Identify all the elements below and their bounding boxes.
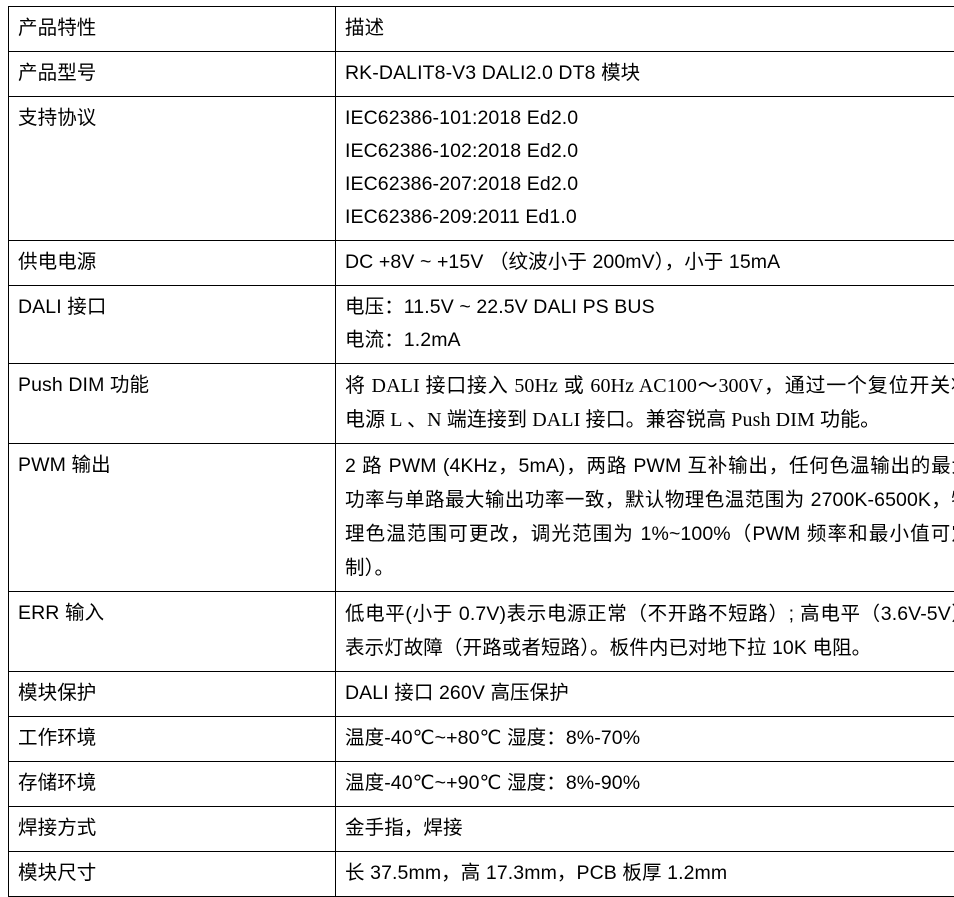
cell-feature-protocols: 支持协议 bbox=[9, 97, 336, 241]
cell-feature-model: 产品型号 bbox=[9, 52, 336, 97]
description-line: IEC62386-101:2018 Ed2.0 bbox=[345, 102, 954, 135]
cell-description-err-input: 低电平(小于 0.7V)表示电源正常（不开路不短路）; 高电平（3.6V-5V）… bbox=[336, 592, 954, 672]
cell-feature-push-dim: Push DIM 功能 bbox=[9, 364, 336, 444]
cell-feature-power-supply: 供电电源 bbox=[9, 241, 336, 286]
table-row: ERR 输入 低电平(小于 0.7V)表示电源正常（不开路不短路）; 高电平（3… bbox=[9, 592, 954, 672]
description-line: 长 37.5mm，高 17.3mm，PCB 板厚 1.2mm bbox=[345, 857, 954, 890]
feature-label: 焊接方式 bbox=[18, 812, 326, 845]
description-paragraph: 低电平(小于 0.7V)表示电源正常（不开路不短路）; 高电平（3.6V-5V）… bbox=[345, 597, 954, 665]
cell-description-model: RK-DALIT8-V3 DALI2.0 DT8 模块 bbox=[336, 52, 954, 97]
cell-description-storage-environment: 温度-40℃~+90℃ 湿度：8%-90% bbox=[336, 762, 954, 807]
cell-feature-module-protection: 模块保护 bbox=[9, 672, 336, 717]
cell-feature-storage-environment: 存储环境 bbox=[9, 762, 336, 807]
table-header-row: 产品特性 描述 bbox=[9, 7, 954, 52]
table-row: 产品型号 RK-DALIT8-V3 DALI2.0 DT8 模块 bbox=[9, 52, 954, 97]
feature-label: Push DIM 功能 bbox=[18, 369, 326, 402]
description-line: RK-DALIT8-V3 DALI2.0 DT8 模块 bbox=[345, 57, 954, 90]
table-row: 焊接方式 金手指，焊接 bbox=[9, 807, 954, 852]
feature-label: 支持协议 bbox=[18, 102, 326, 135]
description-line: IEC62386-102:2018 Ed2.0 bbox=[345, 135, 954, 168]
description-line: 金手指，焊接 bbox=[345, 812, 954, 845]
header-cell-feature: 产品特性 bbox=[9, 7, 336, 52]
description-line: DC +8V ~ +15V （纹波小于 200mV），小于 15mA bbox=[345, 246, 954, 279]
cell-description-module-protection: DALI 接口 260V 高压保护 bbox=[336, 672, 954, 717]
table-row: 模块保护 DALI 接口 260V 高压保护 bbox=[9, 672, 954, 717]
cell-feature-operating-environment: 工作环境 bbox=[9, 717, 336, 762]
cell-feature-dali-interface: DALI 接口 bbox=[9, 286, 336, 364]
document-page: 产品特性 描述 产品型号 RK-DALIT8-V3 DALI2.0 DT8 模块… bbox=[0, 0, 954, 861]
description-line: 温度-40℃~+80℃ 湿度：8%-70% bbox=[345, 722, 954, 755]
table-row: 存储环境 温度-40℃~+90℃ 湿度：8%-90% bbox=[9, 762, 954, 807]
table-row: 支持协议 IEC62386-101:2018 Ed2.0 IEC62386-10… bbox=[9, 97, 954, 241]
cell-description-push-dim: 将 DALI 接口接入 50Hz 或 60Hz AC100～300V，通过一个复… bbox=[336, 364, 954, 444]
cell-description-module-dimensions: 长 37.5mm，高 17.3mm，PCB 板厚 1.2mm bbox=[336, 852, 954, 897]
feature-label: PWM 输出 bbox=[18, 449, 326, 482]
feature-label: 供电电源 bbox=[18, 246, 326, 279]
table-row: 供电电源 DC +8V ~ +15V （纹波小于 200mV），小于 15mA bbox=[9, 241, 954, 286]
cell-description-operating-environment: 温度-40℃~+80℃ 湿度：8%-70% bbox=[336, 717, 954, 762]
feature-label: 工作环境 bbox=[18, 722, 326, 755]
description-line: IEC62386-207:2018 Ed2.0 bbox=[345, 168, 954, 201]
description-line: IEC62386-209:2011 Ed1.0 bbox=[345, 201, 954, 234]
table-row: 工作环境 温度-40℃~+80℃ 湿度：8%-70% bbox=[9, 717, 954, 762]
header-cell-description: 描述 bbox=[336, 7, 954, 52]
table-row: PWM 输出 2 路 PWM (4KHz，5mA)，两路 PWM 互补输出，任何… bbox=[9, 444, 954, 592]
description-line: 电压：11.5V ~ 22.5V DALI PS BUS bbox=[345, 291, 954, 324]
cell-feature-soldering-method: 焊接方式 bbox=[9, 807, 336, 852]
cell-description-pwm-output: 2 路 PWM (4KHz，5mA)，两路 PWM 互补输出，任何色温输出的最大… bbox=[336, 444, 954, 592]
feature-label: 模块尺寸 bbox=[18, 857, 326, 890]
description-paragraph: 2 路 PWM (4KHz，5mA)，两路 PWM 互补输出，任何色温输出的最大… bbox=[345, 449, 954, 585]
table-row: Push DIM 功能 将 DALI 接口接入 50Hz 或 60Hz AC10… bbox=[9, 364, 954, 444]
cell-feature-err-input: ERR 输入 bbox=[9, 592, 336, 672]
header-label-feature: 产品特性 bbox=[18, 12, 326, 45]
cell-description-power-supply: DC +8V ~ +15V （纹波小于 200mV），小于 15mA bbox=[336, 241, 954, 286]
description-line: DALI 接口 260V 高压保护 bbox=[345, 677, 954, 710]
table-row: 模块尺寸 长 37.5mm，高 17.3mm，PCB 板厚 1.2mm bbox=[9, 852, 954, 897]
feature-label: ERR 输入 bbox=[18, 597, 326, 630]
cell-feature-module-dimensions: 模块尺寸 bbox=[9, 852, 336, 897]
cell-description-dali-interface: 电压：11.5V ~ 22.5V DALI PS BUS 电流：1.2mA bbox=[336, 286, 954, 364]
feature-label: DALI 接口 bbox=[18, 291, 326, 324]
description-line: 温度-40℃~+90℃ 湿度：8%-90% bbox=[345, 767, 954, 800]
cell-feature-pwm-output: PWM 输出 bbox=[9, 444, 336, 592]
table-row: DALI 接口 电压：11.5V ~ 22.5V DALI PS BUS 电流：… bbox=[9, 286, 954, 364]
cell-description-protocols: IEC62386-101:2018 Ed2.0 IEC62386-102:201… bbox=[336, 97, 954, 241]
feature-label: 产品型号 bbox=[18, 57, 326, 90]
feature-label: 存储环境 bbox=[18, 767, 326, 800]
feature-label: 模块保护 bbox=[18, 677, 326, 710]
header-label-description: 描述 bbox=[345, 12, 954, 45]
description-line: 电流：1.2mA bbox=[345, 324, 954, 357]
product-specification-table: 产品特性 描述 产品型号 RK-DALIT8-V3 DALI2.0 DT8 模块… bbox=[8, 6, 954, 897]
table-body: 产品特性 描述 产品型号 RK-DALIT8-V3 DALI2.0 DT8 模块… bbox=[9, 7, 954, 897]
description-paragraph: 将 DALI 接口接入 50Hz 或 60Hz AC100～300V，通过一个复… bbox=[345, 369, 954, 437]
cell-description-soldering-method: 金手指，焊接 bbox=[336, 807, 954, 852]
